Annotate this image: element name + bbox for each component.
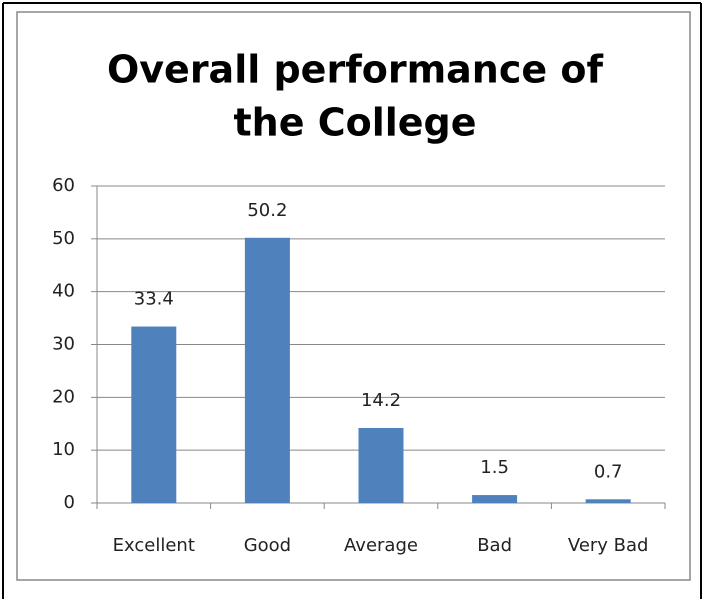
y-tick-label: 20: [52, 386, 75, 407]
y-tick-label: 60: [52, 175, 75, 196]
chart-title: Overall performance of: [107, 48, 604, 92]
y-tick-label: 40: [52, 281, 75, 302]
y-tick-label: 10: [52, 439, 75, 460]
bar: [244, 237, 290, 503]
bar: [472, 495, 518, 503]
bar: [358, 427, 404, 503]
bar: [585, 499, 631, 503]
data-label: 0.7: [594, 461, 623, 482]
x-tick-label: Average: [344, 535, 418, 556]
data-label: 33.4: [134, 289, 174, 310]
data-label: 50.2: [247, 200, 287, 221]
y-tick-label: 30: [52, 334, 75, 355]
chart-title: the College: [233, 101, 476, 145]
bar: [131, 326, 177, 503]
data-label: 1.5: [480, 457, 509, 478]
x-tick-label: Excellent: [113, 535, 195, 556]
y-tick-label: 0: [64, 492, 75, 513]
y-tick-label: 50: [52, 228, 75, 249]
x-tick-label: Very Bad: [568, 535, 649, 556]
x-tick-label: Bad: [477, 535, 512, 556]
data-label: 14.2: [361, 390, 401, 411]
x-tick-label: Good: [244, 535, 291, 556]
chart-border: [16, 11, 691, 581]
